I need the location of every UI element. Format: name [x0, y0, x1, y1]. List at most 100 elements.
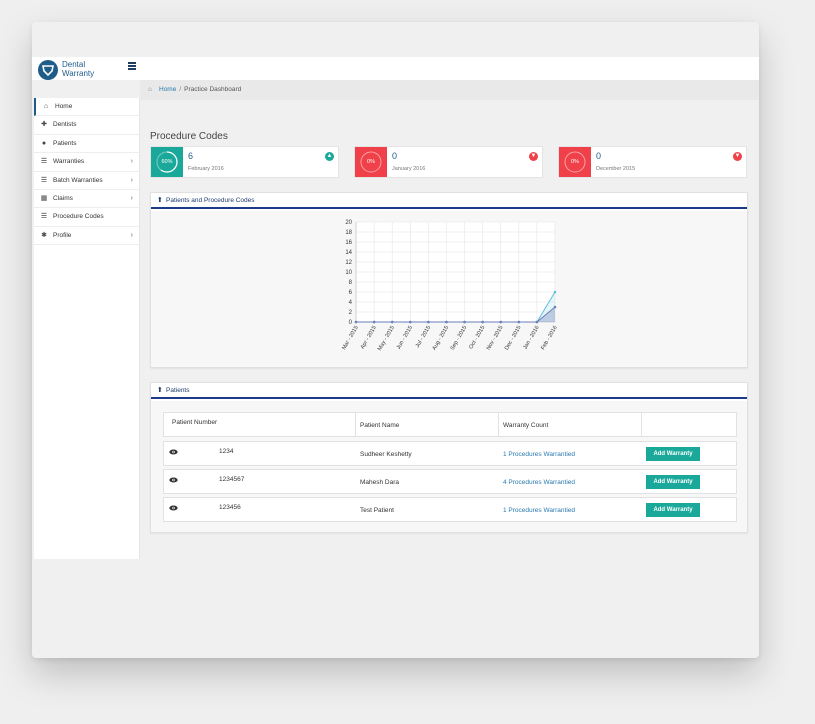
gear-icon: ✱: [41, 231, 47, 239]
sidebar-item-label: Claims: [53, 194, 73, 202]
add-warranty-button[interactable]: Add Warranty: [646, 475, 700, 489]
y-tick-label: 4: [349, 300, 353, 306]
stat-value: 0: [392, 151, 398, 161]
progress-ring: [360, 151, 382, 173]
warranty-count-link[interactable]: 1 Procedures Warrantied: [503, 507, 576, 514]
pin-icon: ⬆: [157, 387, 163, 394]
warranty-count-link[interactable]: 1 Procedures Warrantied: [503, 451, 576, 458]
chevron-right-icon: ›: [130, 158, 133, 166]
progress-ring: [564, 151, 586, 173]
sidebar-item-home[interactable]: ⌂ Home: [34, 98, 139, 117]
eye-icon[interactable]: [169, 505, 178, 511]
eye-icon[interactable]: [169, 477, 178, 483]
page-title: Procedure Codes: [150, 131, 228, 142]
data-point: [553, 290, 557, 294]
stat-badge: 60%: [151, 147, 183, 177]
add-warranty-button[interactable]: Add Warranty: [646, 503, 700, 517]
x-tick-label: Apr - 2015: [360, 325, 378, 350]
stat-percent: 0%: [367, 159, 375, 165]
thumbs-down-icon: ▼: [733, 152, 742, 161]
sidebar-item-label: Batch Warranties: [53, 176, 103, 184]
x-tick-label: Jul - 2015: [415, 325, 432, 349]
table-row: 1234 Sudheer Keshetty 1 Procedures Warra…: [163, 441, 737, 466]
panel-header: ⬆ Patients: [151, 383, 747, 399]
stat-value: 0: [596, 151, 602, 161]
table-header: Patient Number Patient Name Warranty Cou…: [163, 412, 737, 437]
table-row: 1234567 Mahesh Dara 4 Procedures Warrant…: [163, 469, 737, 494]
column-header: Patient Number: [172, 419, 218, 426]
breadcrumb: ⌂ Home / Practice Dashboard: [140, 80, 759, 100]
patients-table: Patient Number Patient Name Warranty Cou…: [151, 401, 747, 532]
thumbs-up-icon: ▲: [325, 152, 334, 161]
stat-badge: 0%: [559, 147, 591, 177]
logo[interactable]: Dental Warranty: [38, 60, 138, 80]
stat-card-december: 0% 0 December 2015 ▼: [558, 146, 747, 178]
add-warranty-button[interactable]: Add Warranty: [646, 447, 700, 461]
stat-percent: 60%: [161, 159, 173, 165]
thumbs-down-icon: ▼: [529, 152, 538, 161]
eye-icon[interactable]: [169, 449, 178, 455]
hamburger-icon[interactable]: [128, 62, 136, 70]
table-row: 123456 Test Patient 1 Procedures Warrant…: [163, 497, 737, 522]
data-point: [408, 320, 412, 324]
x-tick-label: Jan - 2016: [522, 325, 540, 351]
x-tick-label: Mar - 2015: [341, 325, 360, 351]
sidebar-item-dentists[interactable]: ✚ Dentists: [34, 116, 139, 135]
x-tick-label: Aug - 2015: [432, 325, 451, 351]
data-point: [463, 320, 466, 324]
user-icon: ●: [41, 139, 47, 147]
data-point: [445, 320, 448, 324]
breadcrumb-separator: /: [179, 86, 182, 93]
sidebar-item-batch-warranties[interactable]: ☰ Batch Warranties ›: [34, 172, 139, 190]
chevron-right-icon: ›: [130, 176, 133, 184]
warranty-count-link[interactable]: 4 Procedures Warrantied: [503, 479, 576, 486]
x-tick-label: May - 2015: [377, 325, 396, 352]
data-point: [354, 320, 358, 324]
stat-card-january: 0% 0 January 2016 ▼: [354, 146, 543, 178]
y-tick-label: 6: [349, 290, 353, 296]
y-tick-label: 18: [345, 230, 352, 236]
x-tick-label: Jun - 2015: [396, 325, 414, 351]
line-chart: 0 2 4 6 8 10 12 14 16 18 20 Mar - 2015 Apr - 2015 May…: [341, 220, 559, 352]
progress-ring: [156, 151, 178, 173]
sidebar-item-label: Dentists: [53, 121, 77, 129]
data-point: [372, 320, 376, 324]
sidebar-item-label: Procedure Codes: [53, 213, 104, 221]
y-tick-label: 2: [349, 310, 353, 316]
logo-text: Dental Warranty: [62, 60, 95, 78]
sidebar-item-label: Home: [55, 103, 73, 110]
panel-header: ⬆ Patients and Procedure Codes: [151, 193, 747, 209]
y-tick-label: 20: [345, 220, 352, 226]
patient-number: 1234567: [219, 476, 245, 483]
stat-badge: 0%: [355, 147, 387, 177]
data-point: [499, 320, 503, 324]
sidebar-item-label: Warranties: [53, 158, 85, 166]
stat-percent: 0%: [571, 159, 579, 165]
data-point: [390, 320, 394, 324]
y-tick-label: 8: [349, 280, 353, 286]
breadcrumb-home-link[interactable]: Home: [159, 86, 177, 93]
list-icon: ☰: [40, 158, 48, 166]
x-tick-label: Dec - 2015: [504, 325, 523, 351]
list-icon: ☰: [40, 176, 48, 184]
plus-icon: ✚: [41, 121, 47, 129]
x-tick-label: Oct - 2015: [468, 325, 486, 350]
sidebar-item-profile[interactable]: ✱ Profile ›: [34, 227, 139, 246]
grid-icon: ▦: [40, 194, 48, 202]
y-tick-label: 16: [345, 240, 352, 246]
data-point: [427, 320, 430, 324]
sidebar-item-patients[interactable]: ● Patients: [34, 135, 139, 154]
x-tick-label: Sep - 2015: [450, 325, 469, 351]
column-header: Warranty Count: [503, 422, 549, 429]
patient-number: 1234: [219, 448, 234, 455]
y-tick-label: 10: [345, 270, 352, 276]
sidebar: ⌂ Home ✚ Dentists ● Patients ☰ Warrantie…: [34, 98, 140, 559]
sidebar-item-claims[interactable]: ▦ Claims ›: [34, 190, 139, 209]
chevron-right-icon: ›: [130, 231, 133, 239]
patient-number: 123456: [219, 504, 241, 511]
patient-name: Sudheer Keshetty: [360, 451, 412, 458]
stat-period: December 2015: [596, 166, 636, 172]
stat-card-february: 60% 6 February 2016 ▲: [150, 146, 339, 178]
sidebar-item-warranties[interactable]: ☰ Warranties ›: [34, 153, 139, 172]
sidebar-item-procedure-codes[interactable]: ☰ Procedure Codes: [34, 208, 139, 227]
